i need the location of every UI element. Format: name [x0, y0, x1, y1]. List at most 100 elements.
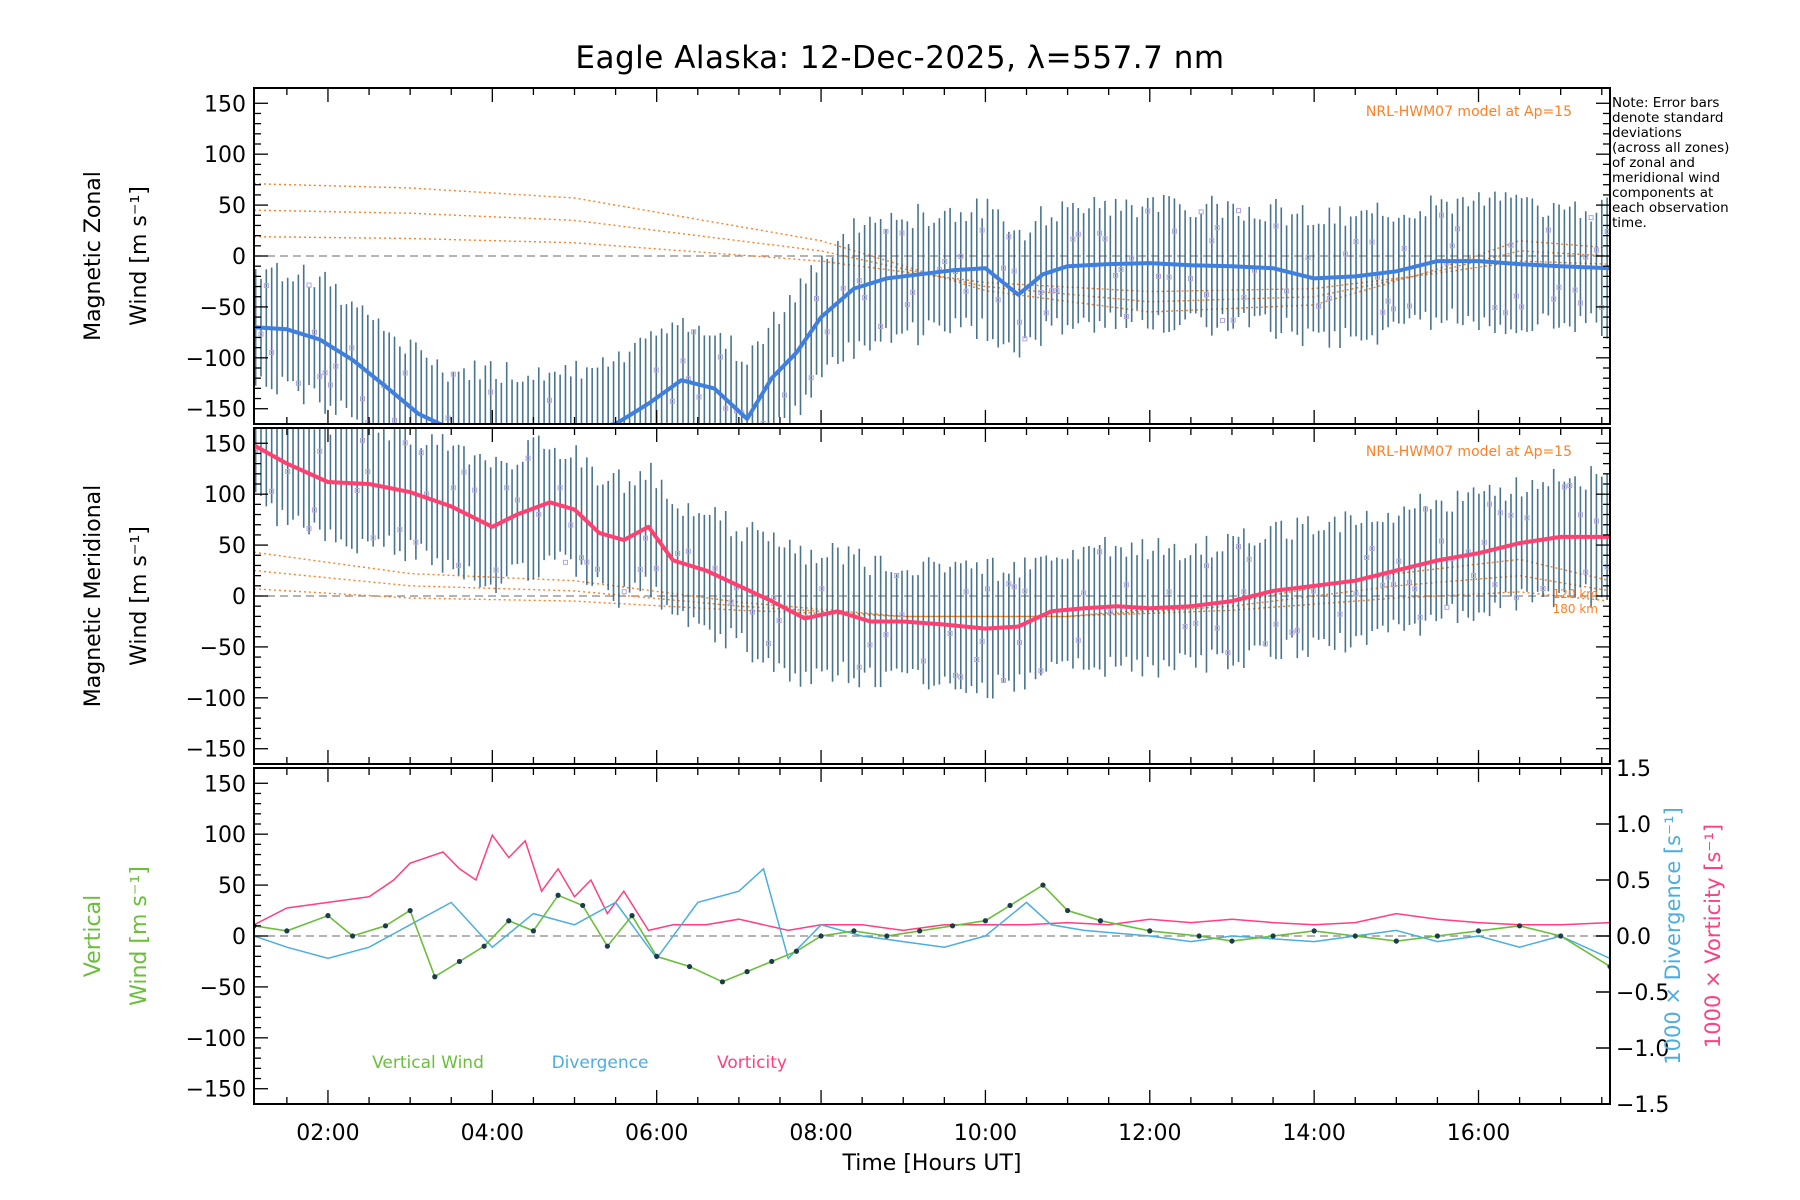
zone-point: [317, 448, 323, 454]
y-tick-label: 50: [218, 874, 246, 899]
zone-point: [856, 664, 862, 670]
zone-point: [1423, 506, 1429, 512]
zone-point: [1193, 620, 1199, 626]
zone-point: [1561, 484, 1567, 490]
zone-point: [1599, 305, 1605, 311]
zone-point: [904, 302, 910, 308]
zone-point: [1289, 629, 1295, 635]
mean-wind-line: [254, 259, 1610, 424]
zone-point: [952, 672, 958, 678]
y-axis-label: Magnetic Zonal: [81, 171, 106, 341]
zone-point: [1294, 627, 1300, 633]
zone-point: [771, 595, 777, 601]
zone-point: [1017, 640, 1023, 646]
zone-point: [1241, 294, 1247, 300]
right-tick-label: −1.0: [1616, 1037, 1669, 1062]
vertical-wind-point: [555, 892, 561, 898]
zone-point: [392, 417, 398, 423]
vertical-wind-point: [982, 918, 989, 924]
zone-point: [596, 467, 600, 471]
x-tick-label: 02:00: [296, 1121, 359, 1146]
zone-point: [1113, 272, 1119, 278]
y-tick-label: 100: [204, 483, 246, 508]
zone-point: [1326, 295, 1332, 301]
note-line: deviations: [1612, 125, 1682, 141]
vorticity-axis-label: 1000 × Vorticity [s⁻¹]: [1701, 824, 1725, 1048]
zone-point: [1273, 621, 1279, 627]
model-curve: [254, 183, 1606, 313]
vertical-wind-point: [382, 923, 389, 929]
zone-point: [521, 457, 525, 461]
zone-point: [1524, 515, 1530, 521]
zone-point: [585, 440, 589, 444]
vertical-wind-point: [744, 969, 750, 975]
zone-point: [1369, 546, 1375, 552]
zone-point: [1390, 306, 1396, 312]
zone-point: [1439, 538, 1445, 544]
divergence-axis-label: 1000 × Divergence [s⁻¹]: [1661, 807, 1685, 1065]
y-tick-label: 0: [232, 245, 246, 270]
zone-point: [1577, 512, 1583, 518]
vertical-wind-point: [1097, 918, 1104, 924]
zone-point: [402, 440, 408, 446]
vertical-wind-point: [1393, 938, 1399, 944]
right-tick-label: −0.5: [1616, 981, 1669, 1006]
zone-point: [578, 555, 584, 561]
y-tick-label: 150: [204, 772, 246, 797]
zone-point: [653, 565, 659, 571]
zone-point: [1567, 483, 1573, 489]
zone-point: [1284, 288, 1290, 294]
right-tick-label: 0.0: [1616, 925, 1651, 950]
zone-point: [333, 363, 339, 369]
zone-point: [311, 329, 317, 335]
zone-point: [979, 227, 985, 233]
zone-point: [643, 535, 649, 541]
zonal-wind-panel: NRL-HWM07 model at Ap=15 −150 −100 −50 0 50 10…: [81, 87, 1611, 471]
zone-point: [1519, 304, 1525, 310]
zone-point: [1588, 215, 1594, 221]
zone-point: [295, 380, 301, 386]
zone-point: [1401, 245, 1407, 251]
right-tick-label: 1.0: [1616, 813, 1651, 838]
y-tick-label: −150: [186, 398, 246, 423]
zone-point: [1236, 208, 1242, 214]
zone-point: [685, 548, 691, 554]
model-annotation: NRL-HWM07 model at Ap=15: [1366, 104, 1572, 120]
zone-point: [450, 485, 456, 491]
zone-point: [1123, 582, 1129, 588]
zone-point: [425, 435, 429, 439]
zone-point: [1380, 582, 1386, 588]
zone-point: [675, 550, 681, 556]
zone-point: [1503, 310, 1509, 316]
zone-point: [322, 370, 328, 376]
zone-point: [963, 589, 969, 595]
chart-title: Eagle Alaska: 12-Dec-2025, λ=557.7 nm: [575, 40, 1225, 76]
zone-point: [776, 617, 782, 623]
zone-point: [1513, 293, 1519, 299]
zone-point: [1551, 296, 1557, 302]
vertical-wind-point: [1007, 902, 1013, 909]
zone-point: [525, 455, 531, 461]
zone-point: [1198, 209, 1204, 215]
zone-point: [974, 657, 980, 663]
note-line: meridional wind: [1612, 170, 1721, 186]
zone-point: [306, 282, 312, 288]
zone-point: [1380, 309, 1386, 315]
zone-point: [712, 565, 718, 571]
x-tick-label: 06:00: [625, 1121, 688, 1146]
zone-point: [1545, 227, 1551, 233]
zone-point: [1583, 254, 1589, 260]
y-axis-label: Wind [m s⁻¹]: [127, 866, 152, 1006]
divergence-line: [254, 867, 1610, 960]
zone-point: [1455, 226, 1461, 232]
zone-point: [1236, 544, 1242, 550]
vertical-wind-point: [1434, 933, 1441, 939]
zone-point: [1369, 239, 1375, 245]
zone-point: [354, 487, 360, 493]
zone-point: [1043, 310, 1049, 316]
model-annotation: NRL-HWM07 model at Ap=15: [1366, 444, 1572, 460]
zone-point: [1417, 614, 1423, 620]
legend-entry: Vorticity: [717, 1053, 787, 1073]
zone-point: [306, 526, 312, 532]
